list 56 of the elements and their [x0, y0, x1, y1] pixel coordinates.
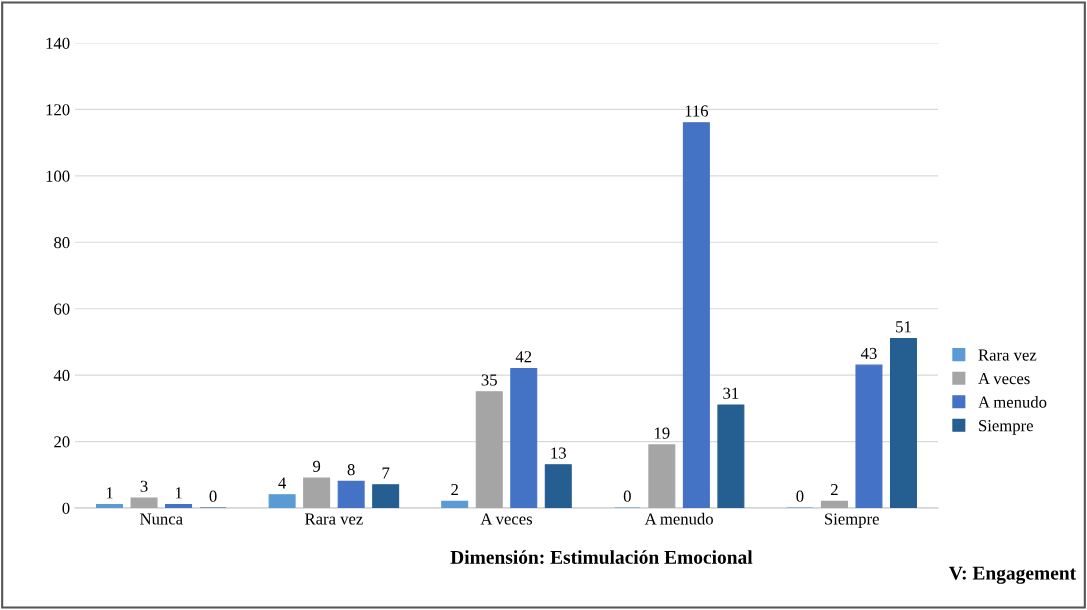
bar	[268, 494, 296, 508]
bar	[96, 504, 124, 508]
data-label: 7	[382, 467, 390, 479]
data-label: 2	[831, 483, 838, 496]
data-label: 51	[896, 321, 911, 333]
bar	[717, 404, 745, 508]
y-tick-label: 80	[54, 236, 70, 249]
bar	[475, 391, 503, 508]
data-label: 0	[796, 490, 804, 502]
data-label: 35	[481, 374, 497, 386]
data-label: 0	[209, 490, 217, 502]
bar	[337, 480, 365, 508]
data-label: 9	[313, 460, 321, 472]
y-tick-label: 140	[46, 37, 70, 49]
bar	[648, 444, 676, 508]
data-label: 8	[347, 464, 355, 476]
y-tick-label: 0	[62, 502, 70, 514]
data-label: 116	[685, 105, 709, 117]
bar	[303, 477, 331, 508]
bar	[130, 497, 158, 508]
bar	[820, 500, 848, 508]
data-label: 19	[654, 427, 670, 439]
bar	[165, 504, 193, 508]
text: V: Engagement	[949, 566, 1077, 584]
x-tick-label: A menudo	[644, 512, 713, 525]
y-tick-label: 120	[46, 104, 70, 116]
data-label: 43	[860, 347, 877, 360]
x-tick-label: A veces	[480, 513, 533, 525]
y-tick-label: 60	[54, 303, 70, 315]
bar	[889, 338, 917, 508]
data-label: 4	[278, 477, 287, 489]
legend-label: A veces	[978, 373, 1030, 385]
legend-label: Siempre	[979, 420, 1033, 435]
bar	[855, 364, 883, 508]
x-tick-label: Rara vez	[305, 513, 363, 525]
bar	[682, 122, 710, 508]
bar	[441, 500, 469, 508]
data-label: 42	[515, 351, 532, 363]
data-label: 0	[623, 490, 631, 502]
bar	[510, 367, 538, 508]
legend-label: Rara vez	[978, 349, 1037, 361]
x-axis-title: Dimensión: Estimulación Emocional	[450, 550, 753, 564]
bar	[372, 484, 400, 508]
data-label: 13	[551, 447, 566, 459]
x-tick-label: Siempre	[825, 513, 879, 528]
data-label: 1	[175, 487, 182, 499]
data-label: 1	[106, 487, 113, 499]
y-tick-label: 100	[46, 170, 70, 182]
y-tick-label: 40	[53, 369, 70, 382]
legend-label: A menudo	[978, 396, 1047, 408]
data-label: 2	[451, 483, 458, 496]
data-label: 3	[140, 480, 148, 492]
y-tick-label: 20	[54, 436, 70, 448]
data-label: 31	[723, 387, 739, 399]
bar	[544, 464, 572, 508]
x-tick-label: Nunca	[140, 513, 183, 525]
